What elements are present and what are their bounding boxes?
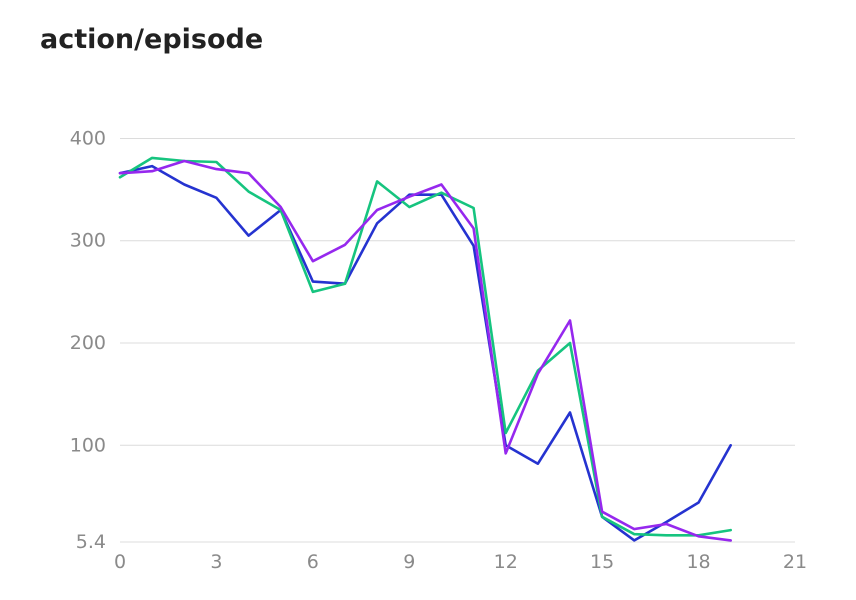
y-tick-label: 200 bbox=[70, 332, 106, 354]
x-axis-ticks: 0 3 6 9 12 15 18 21 bbox=[114, 551, 807, 573]
x-tick-label: 18 bbox=[686, 551, 710, 573]
x-tick-label: 9 bbox=[403, 551, 415, 573]
series-line-1 bbox=[118, 164, 733, 542]
series-line-3 bbox=[118, 159, 733, 542]
x-tick-label: 15 bbox=[590, 551, 614, 573]
y-tick-label: 400 bbox=[70, 127, 106, 149]
grid-lines bbox=[120, 137, 795, 543]
x-tick-label: 3 bbox=[210, 551, 222, 573]
x-tick-label: 21 bbox=[783, 551, 807, 573]
x-tick-label: 12 bbox=[494, 551, 518, 573]
y-axis-ticks: 5.4 100 200 300 400 bbox=[70, 127, 106, 553]
y-tick-label: 5.4 bbox=[76, 531, 106, 553]
y-tick-label: 100 bbox=[70, 434, 106, 456]
x-tick-label: 6 bbox=[307, 551, 319, 573]
y-tick-label: 300 bbox=[70, 230, 106, 252]
series-line-2 bbox=[118, 156, 733, 537]
x-tick-label: 0 bbox=[114, 551, 126, 573]
series-lines bbox=[118, 156, 733, 542]
chart-title: action/episode bbox=[40, 24, 264, 55]
